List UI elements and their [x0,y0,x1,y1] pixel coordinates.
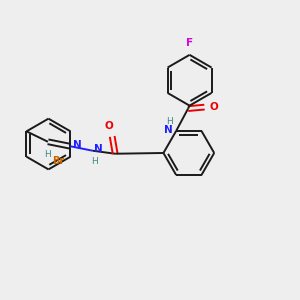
Text: O: O [105,121,114,131]
Text: O: O [210,102,219,112]
Text: N: N [164,124,173,134]
Text: N: N [73,140,82,150]
Text: F: F [186,38,193,48]
Text: Br: Br [52,156,64,166]
Text: N: N [94,144,103,154]
Text: H: H [167,117,173,126]
Text: H: H [91,157,98,166]
Text: H: H [44,150,51,159]
